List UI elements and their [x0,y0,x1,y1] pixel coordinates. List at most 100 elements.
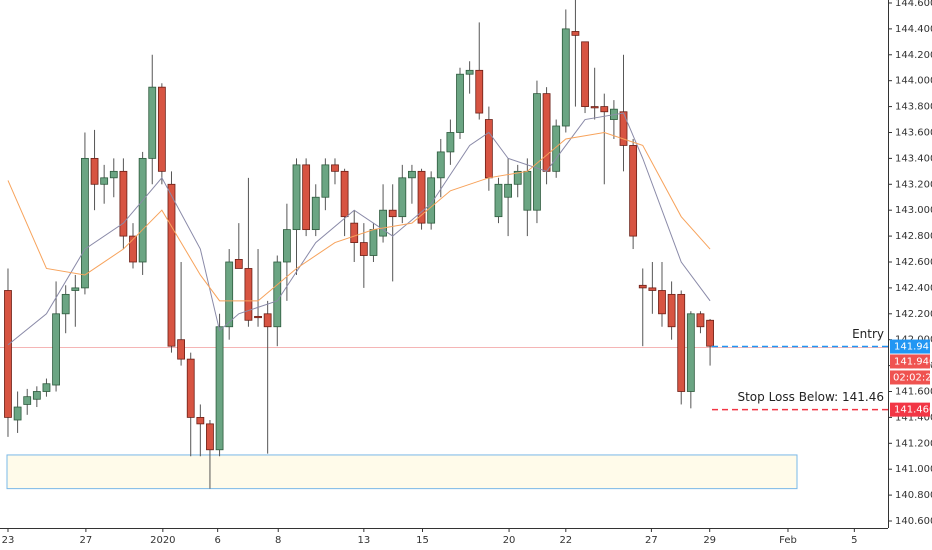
candle [42,378,51,397]
candle [32,386,41,408]
candle [244,177,253,327]
candle [292,158,301,275]
candle-body [648,287,657,291]
candle [52,281,60,392]
y-tick-label: 141.000 [895,464,932,475]
y-tick-label: 144.600 [895,0,932,9]
candle [157,83,166,185]
y-tick-label: 141.600 [895,386,932,397]
candle-body [350,222,359,243]
countdown-bg [890,370,930,385]
candle [186,352,195,457]
candle-body [359,242,368,256]
candle [177,261,186,366]
candle-body [533,93,541,211]
candle-body [129,235,137,263]
y-tick-label: 144.200 [895,50,932,61]
candle [600,93,609,185]
x-tick-label: 20 [503,535,516,546]
candle [552,119,561,178]
candle-body [494,183,503,218]
candle-body [215,326,224,451]
candle [629,138,638,250]
x-tick-label: 27 [80,535,93,546]
candle-body [504,183,513,198]
candle [100,164,109,204]
candle [504,158,513,237]
candle [686,311,695,409]
candle-body [552,125,561,172]
candle-body [465,69,474,75]
candle [475,22,484,120]
candle [696,311,705,334]
candle [311,184,320,237]
candle [225,249,234,340]
candle [119,158,128,250]
moving-average [7,112,711,346]
y-tick-label: 144.400 [895,24,932,35]
candle-body [677,293,686,392]
candle-body [100,177,109,185]
candle-body [417,170,426,224]
candle-body [23,396,32,405]
last-price-tag: 141.940 [894,356,932,367]
candle-body [61,293,70,315]
price-line-label: Stop Loss Below: 141.46 [737,390,884,404]
candle-body [542,93,551,172]
candle-body [206,423,214,451]
candle [61,285,70,334]
candle-body [581,41,589,107]
candle [571,0,580,107]
candle [590,67,599,120]
y-tick-label: 144.000 [895,76,932,87]
y-tick-label: 143.800 [895,102,932,113]
countdown: 02:02:21 [893,372,932,383]
candle [81,132,89,295]
candle-body [138,157,147,263]
y-tick-label: 142.800 [895,231,932,242]
candle-body [638,284,647,289]
candle-body [90,157,99,185]
candle-body [52,313,60,386]
candle [677,290,686,405]
y-tick-label: 140.800 [895,490,932,501]
candle-body [148,86,157,159]
candle [138,151,147,275]
candle-body [331,164,339,172]
candle-body [13,406,22,421]
x-tick-label: 8 [275,535,281,546]
x-tick-label: 13 [357,535,370,546]
candle-body [186,358,195,418]
candle [321,158,330,211]
candle-body [196,417,205,425]
candle-body [71,287,80,291]
x-tick-label: Feb [779,535,797,546]
candle-body [513,170,522,185]
candle [706,318,714,366]
x-tick-label: 5 [851,535,857,546]
candle-body [254,315,262,319]
candle [417,168,426,230]
candle [533,80,541,224]
candle-body [369,229,378,256]
price-line-tag-bg [890,402,930,417]
moving-average [7,131,711,302]
candle-body [696,313,705,328]
y-tick-label: 142.200 [895,309,932,320]
candle-body [571,31,580,36]
candle [398,164,407,224]
candle-body [263,313,272,328]
candle-body [340,170,349,218]
candle-body [398,177,407,218]
price-line-label: Entry [852,327,884,341]
candle-body [225,261,234,328]
candle-body [629,145,638,237]
candle-body [408,170,416,179]
candle [23,388,32,415]
candle-body [523,170,532,211]
y-tick-label: 141.200 [895,438,932,449]
x-tick-label: 29 [703,535,716,546]
candle [638,268,647,347]
y-tick-label: 142.600 [895,257,932,268]
